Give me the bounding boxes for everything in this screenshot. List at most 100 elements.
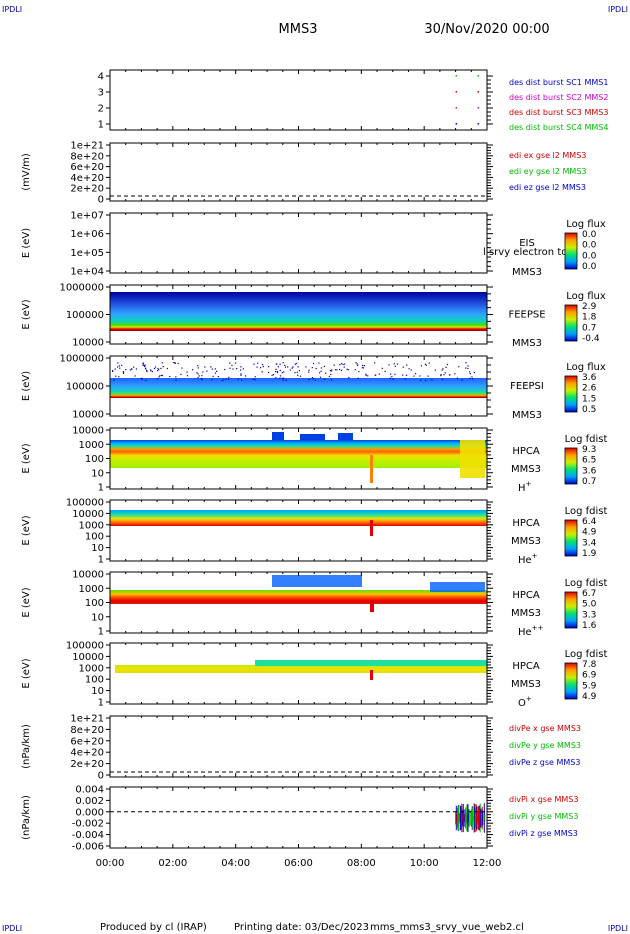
feepsi-speck — [142, 363, 145, 365]
y-tick-label: 0.000 — [75, 807, 104, 818]
hpca-hepp-spectrum — [110, 590, 487, 604]
feepsi-speck — [333, 364, 335, 366]
colorbar-tick-label: -0.4 — [582, 334, 600, 344]
y-tick-label: 1e+05 — [70, 248, 104, 259]
feepsi-speck — [114, 368, 116, 370]
feepsi-speck — [272, 374, 275, 376]
feepsi-speck — [362, 367, 364, 369]
feepsi-speck — [277, 366, 279, 368]
y-tick-label: 2e+20 — [70, 184, 104, 195]
feepsi-speck — [279, 375, 282, 377]
feepsi-speck — [232, 368, 234, 370]
feepsi-speck — [443, 374, 445, 376]
feepsi-speck — [254, 376, 256, 378]
colorbar — [564, 304, 578, 342]
colorbar-title: Log fdist — [565, 578, 608, 589]
feepsi-speck — [388, 364, 390, 366]
y-tick-label: 4 — [98, 72, 104, 83]
instrument-label: HPCA — [512, 661, 540, 672]
hpca-h-top-blocks — [272, 432, 284, 440]
feepsi-speck — [420, 379, 422, 381]
y-tick-label: 0 — [98, 195, 104, 206]
colorbar-tick-label: 0.0 — [582, 230, 597, 240]
feepsi-speck — [192, 369, 194, 371]
spacecraft-label: MMS3 — [512, 267, 542, 278]
panel-eis: 1e+07 1e+06 1e+05 1e+04 E (eV) EIS MMS3 l srvy … — [21, 211, 606, 279]
feepsi-speck — [294, 372, 296, 374]
feepsi-speck — [287, 366, 289, 368]
colorbar-tick-label: 4.9 — [582, 528, 597, 538]
feepsi-speck — [414, 373, 417, 375]
feepsi-speck — [158, 376, 160, 378]
feepsi-speck — [469, 372, 471, 375]
spacecraft-label: MMS3 — [511, 679, 541, 690]
colorbar-tick-label: 6.5 — [582, 456, 596, 466]
feepsi-speck — [231, 364, 233, 367]
feepsi-speck — [355, 362, 357, 364]
feepsi-speck — [140, 377, 142, 380]
feepsi-speck — [125, 369, 127, 371]
colorbar-title: Log flux — [566, 219, 606, 230]
y-axis-label: E (eV) — [21, 443, 32, 473]
feepsi-speck — [434, 369, 436, 371]
feepsi-speck — [253, 363, 255, 365]
feepsi-speck — [197, 376, 199, 379]
feepsi-speck — [330, 373, 332, 376]
colorbar-tick-label: 0.0 — [582, 262, 597, 272]
feepsi-speck — [325, 372, 327, 374]
time-axis: 00:00 02:00 04:00 06:00 08:00 10:00 12:00 — [96, 858, 502, 869]
time-tick-label: 04:00 — [221, 858, 250, 869]
hpca-o-spike — [370, 670, 373, 680]
feepsi-speck — [319, 376, 322, 378]
feepsi-speck — [320, 370, 322, 372]
feepsi-speck — [134, 375, 136, 377]
panel-frame — [109, 786, 488, 849]
feepsi-speck — [223, 379, 225, 381]
feepsi-speck — [276, 371, 279, 374]
y-axis-label: E (eV) — [21, 587, 32, 617]
species-name: H — [518, 483, 526, 494]
feepsi-speck — [431, 379, 433, 381]
feepsi-speck — [419, 375, 421, 377]
species-name: O — [518, 698, 526, 709]
feepsi-speck — [389, 377, 391, 379]
feepsi-speck — [161, 375, 164, 377]
feepsi-speck — [181, 367, 183, 369]
feepsi-speck — [142, 362, 144, 364]
feepsi-speck — [314, 379, 316, 382]
colorbar-title: Log fdist — [565, 506, 608, 517]
feepsi-speck — [393, 363, 395, 365]
feepsi-speck — [391, 376, 393, 378]
feepsi-speck — [410, 369, 412, 371]
colorbar-tick-label: 3.4 — [582, 538, 597, 548]
feepsi-speck — [262, 366, 264, 368]
colorbar-tick-label: 2.9 — [582, 302, 597, 312]
colorbar-tick-label: 3.6 — [582, 466, 597, 476]
y-axis-label: (nPa/km) — [21, 724, 32, 769]
feepsi-speck — [424, 363, 427, 365]
feepsi-speck — [425, 364, 427, 366]
feepsi-speck — [186, 371, 188, 373]
feepse-spectrum — [110, 292, 487, 331]
colorbar — [564, 519, 578, 557]
colorbar-tick-label: 5.9 — [582, 681, 597, 691]
y-tick-label: 1e+06 — [70, 229, 104, 240]
y-tick-label: 1 — [98, 555, 104, 566]
feepsi-speck — [348, 376, 350, 379]
feepsi-speck — [365, 373, 367, 375]
feepsi-speck — [324, 378, 326, 380]
feepsi-speck — [294, 363, 296, 365]
footer-script-name: mms_mms3_srvy_vue_web2.cl — [370, 922, 524, 933]
panel-frame — [109, 499, 488, 562]
feepsi-speck — [117, 362, 119, 364]
feepsi-speck — [214, 372, 217, 374]
overlay-label: l srvy electron to — [483, 247, 567, 258]
footer-produced-by: Produced by cl (IRAP) — [100, 922, 207, 933]
feepsi-speck — [378, 373, 380, 375]
y-tick-label: 100000 — [66, 641, 104, 652]
colorbar-tick-label: 6.4 — [582, 517, 597, 527]
feepsi-speck — [275, 377, 277, 379]
feepsi-speck — [259, 367, 262, 369]
hpca-he-spectrum — [110, 510, 487, 526]
